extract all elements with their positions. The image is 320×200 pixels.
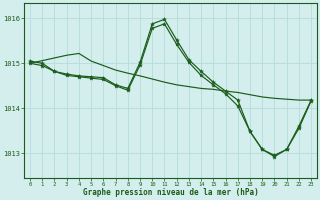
X-axis label: Graphe pression niveau de la mer (hPa): Graphe pression niveau de la mer (hPa) (83, 188, 259, 197)
